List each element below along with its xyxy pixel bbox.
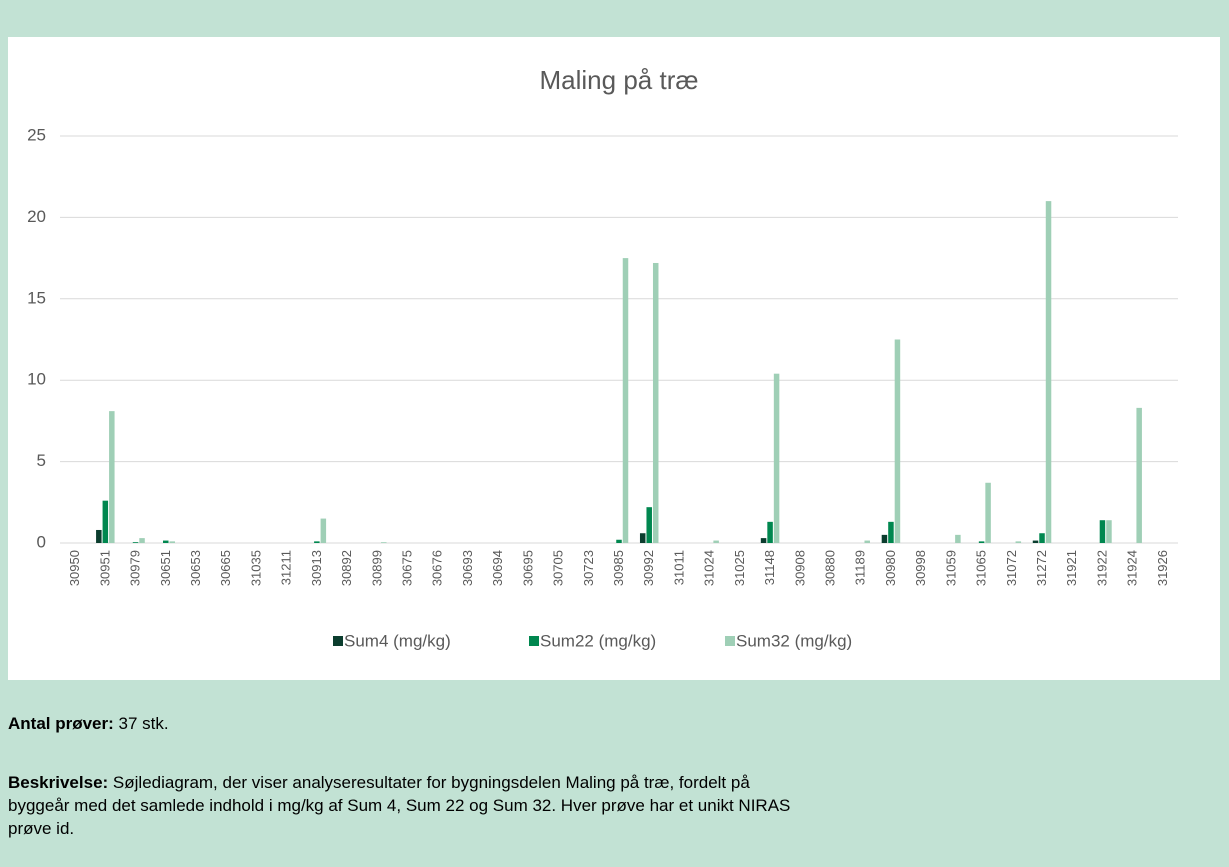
count-label: Antal prøver: xyxy=(8,714,114,733)
bar xyxy=(955,534,961,543)
bar xyxy=(139,538,145,543)
bar xyxy=(96,529,102,543)
x-tick-label: 30992 xyxy=(641,550,656,586)
x-tick-label: 31924 xyxy=(1125,550,1140,586)
x-tick-label: 30705 xyxy=(551,550,566,586)
bar xyxy=(881,534,888,543)
bar xyxy=(132,542,139,543)
bar xyxy=(1099,520,1106,543)
x-tick-label: 30908 xyxy=(792,550,807,586)
bar xyxy=(102,500,109,543)
legend-label: Sum32 (mg/kg) xyxy=(736,631,852,650)
bar xyxy=(1032,540,1039,543)
x-tick-label: 31059 xyxy=(943,550,958,586)
x-tick-label: 31211 xyxy=(279,550,294,585)
legend-swatch xyxy=(529,636,539,646)
x-tick-label: 31922 xyxy=(1094,550,1109,586)
x-tick-label: 30950 xyxy=(67,550,82,586)
description-text: Søjlediagram, der viser analyseresultate… xyxy=(8,773,791,838)
bar xyxy=(1039,533,1045,543)
bar xyxy=(646,507,652,543)
description: Beskrivelse: Søjlediagram, der viser ana… xyxy=(8,771,808,840)
bar xyxy=(1106,520,1112,543)
x-tick-label: 30676 xyxy=(430,550,445,586)
x-tick-label: 31011 xyxy=(671,550,686,585)
x-tick-label: 30892 xyxy=(339,550,354,586)
x-tick-label: 30979 xyxy=(128,550,143,586)
bar xyxy=(163,540,169,543)
x-tick-label: 30653 xyxy=(188,550,203,586)
bar xyxy=(1015,541,1022,543)
count: Antal prøver: 37 stk. xyxy=(8,712,169,735)
x-tick-label: 31072 xyxy=(1004,550,1019,586)
bar xyxy=(616,539,622,543)
x-tick-label: 30723 xyxy=(581,550,596,586)
x-tick-label: 31189 xyxy=(853,550,868,585)
bar xyxy=(320,518,327,543)
description-label: Beskrivelse: xyxy=(8,773,109,792)
x-tick-label: 31272 xyxy=(1034,550,1049,586)
x-tick-label: 30665 xyxy=(218,550,233,586)
bar xyxy=(894,339,901,543)
x-tick-label: 31025 xyxy=(732,550,747,586)
bar xyxy=(622,258,629,543)
x-tick-label: 31148 xyxy=(762,550,777,585)
x-tick-label: 30651 xyxy=(158,550,173,586)
y-tick-label: 20 xyxy=(27,207,46,226)
x-tick-label: 30675 xyxy=(399,550,414,586)
bar xyxy=(652,262,659,543)
y-tick-label: 5 xyxy=(37,451,46,470)
bar xyxy=(639,533,646,543)
x-tick-label: 31035 xyxy=(248,550,263,586)
bar xyxy=(1136,407,1142,543)
bar xyxy=(985,482,991,543)
x-tick-label: 31921 xyxy=(1064,550,1079,586)
chart-title: Maling på træ xyxy=(540,65,699,95)
x-tick-label: 30694 xyxy=(490,550,505,586)
y-tick-label: 15 xyxy=(27,288,46,307)
legend-swatch xyxy=(725,636,735,646)
bar xyxy=(767,521,773,543)
chart-area xyxy=(8,37,1220,680)
bar xyxy=(381,542,387,543)
x-tick-label: 31926 xyxy=(1155,550,1170,586)
x-tick-label: 30695 xyxy=(520,550,535,586)
y-tick-label: 10 xyxy=(27,370,46,389)
x-tick-label: 30951 xyxy=(97,550,112,586)
legend-label: Sum4 (mg/kg) xyxy=(344,631,451,650)
bar xyxy=(1045,201,1052,543)
x-tick-label: 30880 xyxy=(823,550,838,586)
bar xyxy=(713,540,719,543)
bar xyxy=(978,541,985,543)
bar xyxy=(169,541,176,543)
x-tick-label: 30913 xyxy=(309,550,324,586)
chart: Maling på træ 0 5 10 15 20 25 30950 30951 30979 3… xyxy=(8,37,1220,680)
legend-label: Sum22 (mg/kg) xyxy=(540,631,656,650)
legend-swatch xyxy=(333,636,343,646)
bar xyxy=(760,538,767,543)
count-value: 37 stk. xyxy=(113,714,169,733)
x-tick-label: 30985 xyxy=(611,550,626,586)
x-tick-label: 30693 xyxy=(460,550,475,586)
x-tick-label: 30980 xyxy=(883,550,898,586)
bar xyxy=(864,540,870,543)
bar xyxy=(109,411,115,543)
y-tick-label: 0 xyxy=(37,532,46,551)
y-tick-label: 25 xyxy=(27,125,46,144)
bar xyxy=(888,521,894,543)
bar xyxy=(314,541,320,543)
x-tick-label: 30899 xyxy=(369,550,384,586)
bar xyxy=(773,373,780,543)
x-tick-label: 30998 xyxy=(913,550,928,586)
x-tick-label: 31024 xyxy=(702,550,717,586)
x-tick-label: 31065 xyxy=(974,550,989,586)
